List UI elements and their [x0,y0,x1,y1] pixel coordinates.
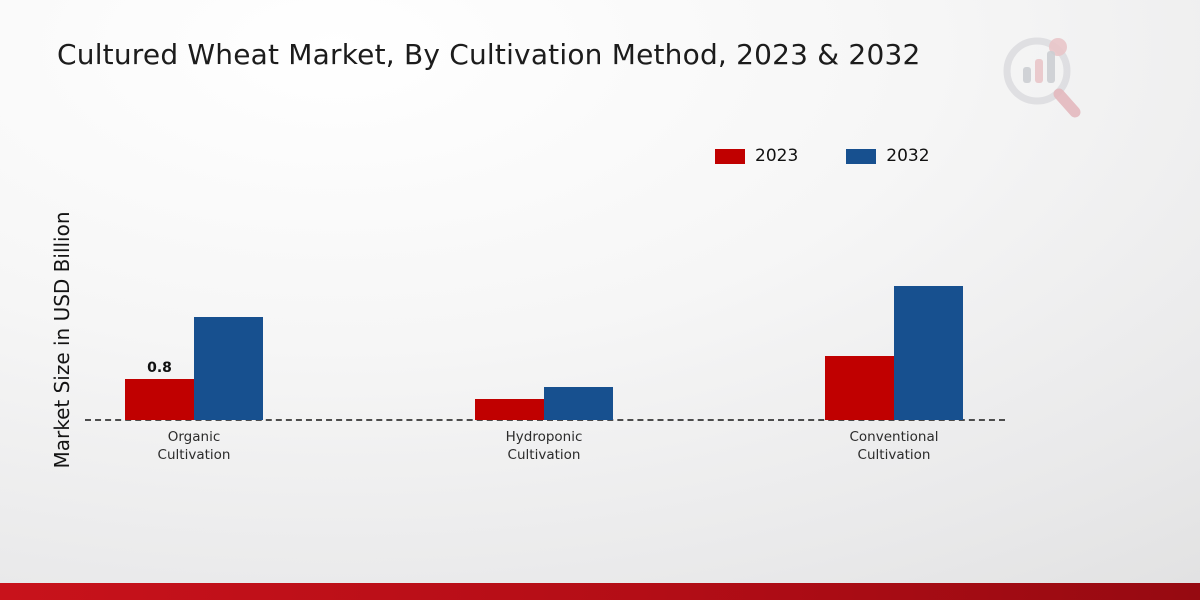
category-label-organic-cultivation: Organic Cultivation [157,429,231,464]
bar-2032-conventional-cultivation [894,286,963,420]
bar-2023-hydroponic-cultivation [475,399,544,420]
bar-group-hydroponic-cultivation [475,387,613,420]
bar-2023-conventional-cultivation [825,356,894,420]
bar-group-conventional-cultivation [825,286,963,420]
legend-label-2032: 2032 [886,146,930,166]
bar-2032-hydroponic-cultivation [544,387,613,420]
chart-title: Cultured Wheat Market, By Cultivation Me… [57,38,921,71]
x-axis-line [85,419,1005,421]
category-label-hydroponic-cultivation: Hydroponic Cultivation [505,429,583,464]
legend-item-2032: 2032 [846,146,930,166]
legend-swatch-2023 [715,148,745,164]
legend-item-2023: 2023 [715,146,798,166]
plot-area: 0.8 [85,255,1005,421]
market-research-future-logo [1003,37,1081,118]
legend-swatch-2032 [846,148,877,164]
legend-label-2023: 2023 [755,146,799,166]
legend: 2023 2032 [715,146,930,166]
category-label-conventional-cultivation: Conventional Cultivation [849,429,939,464]
bar-group-organic-cultivation [125,317,263,420]
category-labels: Organic Cultivation Hydroponic Cultivatio… [85,428,1005,478]
bar-2032-organic-cultivation [194,317,263,420]
footer-red-band [0,583,1200,600]
y-axis-label: Market Size in USD Billion [50,211,74,469]
bar-2023-organic-cultivation [125,379,194,420]
data-label-2023-organic-cultivation: 0.8 [147,360,172,376]
